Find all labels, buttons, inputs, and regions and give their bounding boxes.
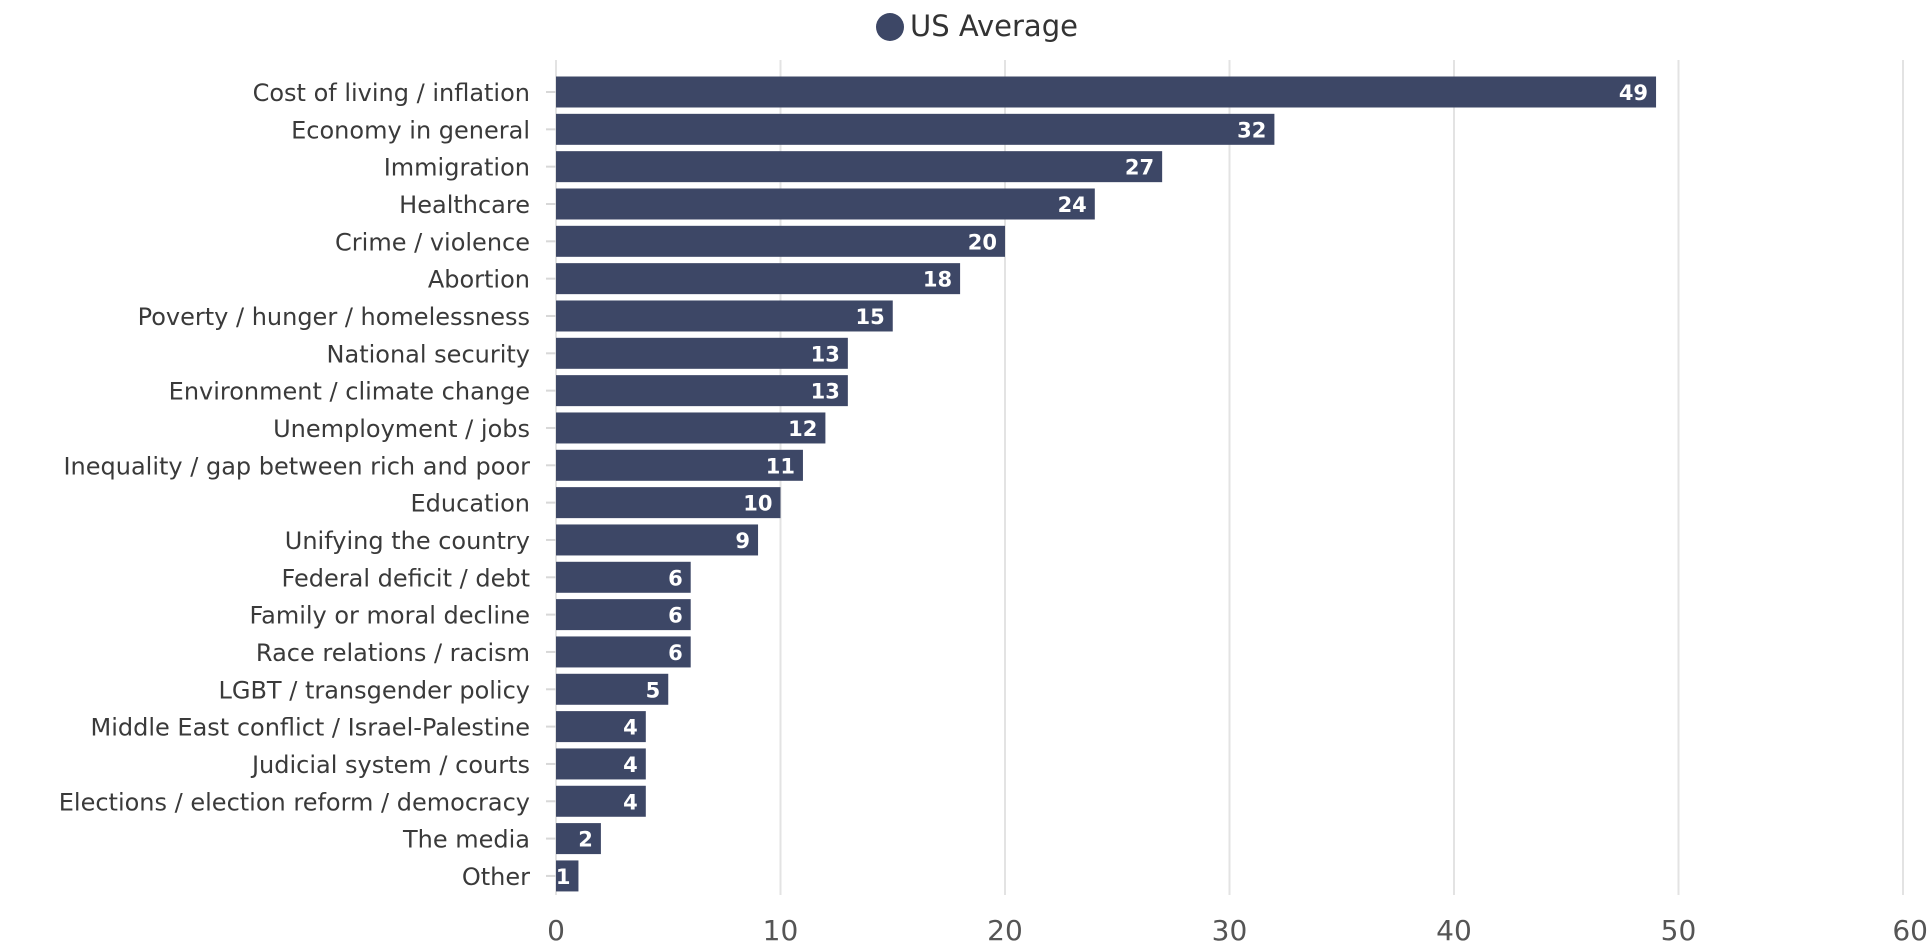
category-label-elections-election-reform-democracy: Elections / election reform / democracy	[59, 788, 530, 816]
data-label-middle-east-conflict-israel-palestine: 4	[623, 716, 638, 740]
bar-education	[556, 487, 781, 519]
category-labels: Cost of living / inflation Economy in gen…	[59, 79, 556, 891]
data-label-national-security: 13	[811, 342, 840, 366]
legend-label: US Average	[910, 9, 1078, 43]
category-label-economy-in-general: Economy in general	[291, 116, 530, 144]
category-label-environment-climate-change: Environment / climate change	[169, 378, 530, 406]
category-label-race-relations-racism: Race relations / racism	[256, 639, 530, 667]
bar-judicial-system-courts	[556, 748, 646, 780]
data-label-abortion: 18	[923, 268, 952, 292]
category-label-healthcare: Healthcare	[399, 191, 530, 219]
data-label-judicial-system-courts: 4	[623, 753, 638, 777]
x-tick-label-30: 30	[1212, 914, 1248, 945]
category-label-unemployment-jobs: Unemployment / jobs	[273, 415, 530, 443]
data-label-cost-of-living-inflation: 49	[1619, 81, 1648, 105]
category-label-the-media: The media	[402, 826, 530, 854]
bar-the-media	[556, 823, 601, 855]
x-tick-label-50: 50	[1661, 914, 1697, 945]
data-label-elections-election-reform-democracy: 4	[623, 790, 638, 814]
category-label-inequality-gap-between-rich-and-poor: Inequality / gap between rich and poor	[63, 452, 530, 480]
category-label-family-or-moral-decline: Family or moral decline	[250, 602, 530, 630]
bar-cost-of-living-inflation	[556, 76, 1657, 108]
bar-middle-east-conflict-israel-palestine	[556, 711, 646, 743]
bar-inequality-gap-between-rich-and-poor	[556, 449, 803, 481]
bar-crime-violence	[556, 225, 1005, 257]
bar-other	[556, 860, 579, 892]
legend: US Average	[876, 9, 1078, 43]
data-label-poverty-hunger-homelessness: 15	[856, 305, 885, 329]
data-label-environment-climate-change: 13	[811, 380, 840, 404]
data-label-unifying-the-country: 9	[735, 529, 750, 553]
category-label-middle-east-conflict-israel-palestine: Middle East conflict / Israel-Palestine	[91, 714, 531, 742]
category-label-unifying-the-country: Unifying the country	[285, 527, 530, 555]
data-label-economy-in-general: 32	[1237, 118, 1266, 142]
data-label-family-or-moral-decline: 6	[668, 604, 683, 628]
bar-economy-in-general	[556, 113, 1275, 145]
bar-abortion	[556, 263, 961, 295]
data-label-race-relations-racism: 6	[668, 641, 683, 665]
data-label-inequality-gap-between-rich-and-poor: 11	[766, 454, 795, 478]
category-label-cost-of-living-inflation: Cost of living / inflation	[253, 79, 530, 107]
data-label-education: 10	[743, 492, 772, 516]
category-label-poverty-hunger-homelessness: Poverty / hunger / homelessness	[138, 303, 530, 331]
x-tick-label-60: 60	[1892, 914, 1928, 945]
category-label-other: Other	[462, 863, 530, 891]
legend-swatch-us-average	[876, 13, 904, 41]
bar-lgbt-transgender-policy	[556, 673, 669, 705]
x-tick-label-0: 0	[547, 914, 565, 945]
bar-healthcare	[556, 188, 1095, 220]
bar-unemployment-jobs	[556, 412, 826, 444]
data-label-unemployment-jobs: 12	[788, 417, 817, 441]
x-tick-label-40: 40	[1436, 914, 1472, 945]
category-label-immigration: Immigration	[384, 154, 530, 182]
data-label-immigration: 27	[1125, 156, 1154, 180]
category-label-abortion: Abortion	[428, 266, 530, 294]
category-label-judicial-system-courts: Judicial system / courts	[250, 751, 530, 779]
data-label-the-media: 2	[578, 828, 593, 852]
bar-national-security	[556, 337, 848, 369]
category-label-crime-violence: Crime / violence	[335, 228, 530, 256]
x-tick-label-20: 20	[987, 914, 1023, 945]
bar-poverty-hunger-homelessness	[556, 300, 893, 332]
bar-environment-climate-change	[556, 375, 848, 407]
data-label-healthcare: 24	[1058, 193, 1087, 217]
data-label-lgbt-transgender-policy: 5	[646, 678, 661, 702]
bar-immigration	[556, 151, 1163, 183]
category-label-national-security: National security	[327, 340, 530, 368]
bar-elections-election-reform-democracy	[556, 785, 646, 817]
bar-unifying-the-country	[556, 524, 759, 556]
bar-federal-deficit-debt	[556, 561, 691, 593]
data-label-federal-deficit-debt: 6	[668, 566, 683, 590]
x-tick-label-10: 10	[763, 914, 799, 945]
data-label-crime-violence: 20	[968, 230, 997, 254]
category-label-education: Education	[411, 490, 530, 518]
bar-race-relations-racism	[556, 636, 691, 668]
data-label-other: 1	[556, 865, 571, 889]
category-label-lgbt-transgender-policy: LGBT / transgender policy	[219, 676, 531, 704]
x-axis: 0 10 20 30 40 50 60	[547, 914, 1928, 945]
category-label-federal-deficit-debt: Federal deficit / debt	[281, 564, 530, 592]
bar-family-or-moral-decline	[556, 599, 691, 631]
